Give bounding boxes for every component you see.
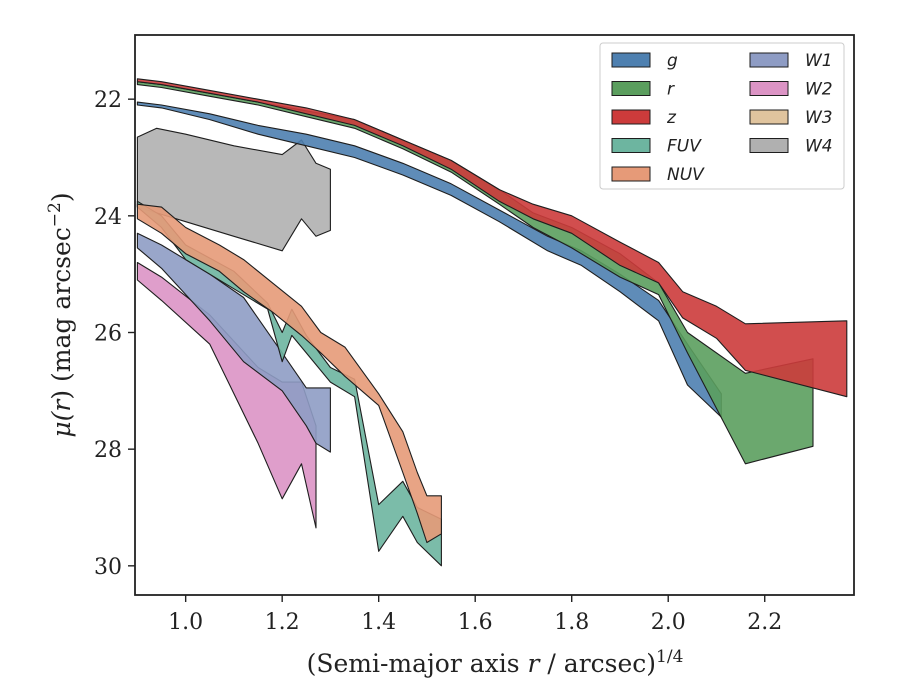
legend-label-fuv: FUV: [667, 137, 702, 157]
band-fuv: [136, 200, 442, 567]
legend-label-z: z: [666, 108, 677, 128]
legend-swatch-nuv: [611, 166, 651, 182]
legend: grz FUV NUV W1 W2 W3 W4: [599, 42, 845, 190]
y-axis-label: μ(r) (mag arcsec−2): [45, 192, 76, 437]
x-axis-label: (Semi-major axis r / arcsec)1/4: [307, 647, 684, 678]
x-tick-label: 1.4: [361, 610, 396, 635]
x-tick-label: 1.8: [554, 610, 589, 635]
x-tick-label: 2.2: [747, 610, 782, 635]
x-tick-label: 2.0: [651, 610, 686, 635]
legend-swatch-w3: [749, 109, 789, 125]
y-tick-label: 26: [94, 322, 122, 347]
legend-label-g: g: [667, 51, 678, 71]
legend-swatch-fuv: [611, 138, 651, 153]
legend-label-w4: W4: [805, 137, 833, 157]
legend-label-w2: W2: [805, 80, 833, 100]
legend-swatch-z: [611, 109, 651, 125]
x-tick-label: 1.6: [458, 610, 493, 635]
legend-swatch-w1: [749, 52, 789, 68]
legend-label-nuv: NUV: [667, 165, 705, 185]
band-areas: [136, 78, 848, 567]
band-z: [136, 78, 848, 398]
band-w1: [136, 232, 331, 453]
axis-ticks: 1.0 1.2 1.4 1.6 1.8 2.0 2.2 22 24 26 28 30: [94, 88, 782, 635]
legend-swatch-r: [611, 81, 651, 96]
x-tick-label: 1.2: [265, 610, 300, 635]
band-nuv: [136, 203, 442, 544]
legend-swatch-g: [611, 52, 651, 68]
legend-label-w3: W3: [805, 108, 833, 128]
legend-swatch-w4: [749, 138, 789, 153]
y-tick-label: 24: [94, 205, 122, 230]
legend-swatch-w2: [749, 81, 789, 96]
legend-label-r: r: [667, 80, 675, 100]
y-tick-label: 28: [94, 438, 122, 463]
legend-label-w1: W1: [805, 51, 833, 71]
y-tick-label: 22: [94, 88, 122, 113]
plot-frame: [134, 34, 855, 596]
x-tick-label: 1.0: [168, 610, 203, 635]
y-tick-label: 30: [94, 555, 122, 580]
